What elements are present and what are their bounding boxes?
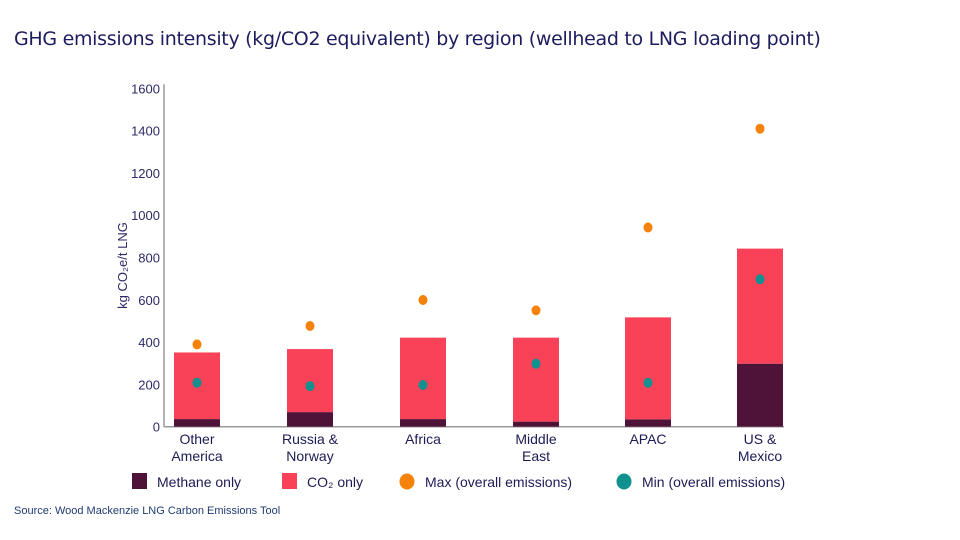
y-tick-label: 1000 — [131, 208, 160, 223]
y-tick-label: 200 — [138, 377, 160, 392]
bar-methane — [400, 419, 446, 427]
point-max — [192, 339, 202, 350]
point-max — [531, 305, 541, 316]
point-max — [643, 222, 653, 233]
y-tick-label: 0 — [153, 420, 160, 435]
point-min — [305, 381, 315, 392]
point-max — [755, 123, 765, 134]
legend-label: Max (overall emissions) — [425, 474, 572, 490]
x-tick-label: Russia & — [282, 431, 339, 447]
legend-swatch — [616, 473, 632, 490]
bar-co2 — [737, 248, 783, 364]
bar-methane — [174, 419, 220, 427]
y-tick-label: 800 — [138, 251, 160, 266]
legend-label: Min (overall emissions) — [642, 474, 785, 490]
legend-swatch — [399, 473, 415, 490]
x-tick-label: America — [171, 448, 223, 464]
legend-swatch — [132, 473, 147, 489]
x-tick-label: APAC — [629, 431, 666, 447]
point-min — [418, 380, 428, 391]
source-note: Source: Wood Mackenzie LNG Carbon Emissi… — [14, 505, 281, 517]
point-min — [531, 358, 541, 369]
y-axis-label: kg CO₂e/t LNG — [115, 222, 130, 309]
bar-methane — [287, 412, 333, 427]
point-max — [418, 295, 428, 306]
x-tick-label: Other — [179, 431, 214, 447]
x-tick-label: Norway — [286, 448, 333, 464]
bar-methane — [625, 419, 671, 427]
x-tick-label: Mexico — [738, 448, 783, 464]
y-tick-label: 400 — [138, 335, 160, 350]
chart-title: GHG emissions intensity (kg/CO2 equivale… — [14, 28, 821, 50]
legend-label: CO₂ only — [307, 474, 363, 490]
legend-label: Methane only — [157, 474, 241, 490]
bar-co2 — [513, 337, 559, 422]
legend-swatch — [282, 473, 297, 489]
point-min — [755, 274, 765, 285]
bar-co2 — [287, 349, 333, 413]
x-tick-label: East — [522, 448, 550, 464]
x-tick-label: US & — [744, 431, 777, 447]
y-tick-label: 1600 — [131, 81, 160, 96]
point-min — [192, 377, 202, 388]
y-tick-label: 1400 — [131, 124, 160, 139]
x-tick-label: Africa — [405, 431, 441, 447]
bar-methane — [513, 421, 559, 427]
y-tick-label: 600 — [138, 293, 160, 308]
bar-methane — [737, 363, 783, 427]
bar-co2 — [625, 317, 671, 420]
bar-co2 — [400, 337, 446, 420]
x-tick-label: Middle — [515, 431, 556, 447]
point-max — [305, 321, 315, 332]
y-tick-label: 1200 — [131, 166, 160, 181]
point-min — [643, 377, 653, 388]
